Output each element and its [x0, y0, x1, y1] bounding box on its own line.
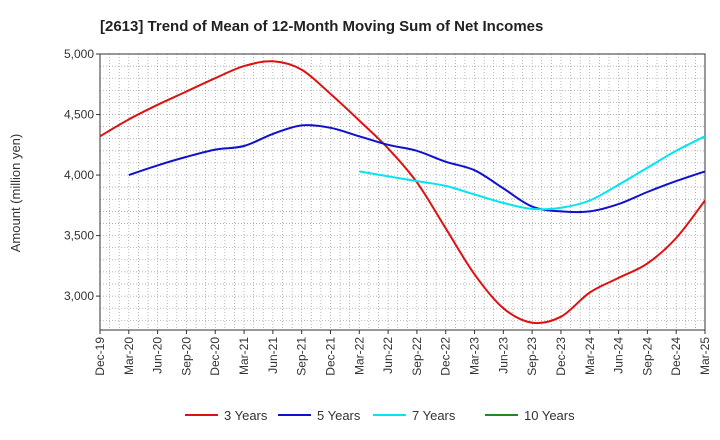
x-tick-label: Dec-20 [208, 337, 222, 376]
y-tick-label: 5,000 [64, 47, 94, 61]
series-line-7-years [359, 135, 706, 211]
x-tick-label: Dec-22 [439, 337, 453, 376]
x-tick-label: Dec-24 [669, 337, 683, 376]
x-tick-label: Jun-21 [266, 337, 280, 374]
legend-label: 3 Years [224, 408, 268, 423]
chart-title: [2613] Trend of Mean of 12-Month Moving … [100, 18, 543, 35]
x-tick-label: Mar-23 [468, 337, 482, 375]
series-lines [99, 60, 706, 325]
series-line-3-years [99, 60, 706, 325]
grid [100, 54, 705, 330]
x-tick-label: Sep-20 [179, 337, 193, 376]
y-tick-labels: 3,000 3,500 4,000 4,500 5,000 [64, 47, 100, 303]
x-tick-label: Dec-23 [554, 337, 568, 376]
plot-area [99, 53, 706, 331]
x-tick-label: Dec-21 [323, 337, 337, 376]
y-tick-label: 4,500 [64, 108, 94, 122]
y-tick-label: 3,500 [64, 229, 94, 243]
legend-label: 10 Years [524, 408, 575, 423]
x-tick-label: Dec-19 [93, 337, 107, 376]
y-tick-label: 3,000 [64, 289, 94, 303]
legend-label: 5 Years [317, 408, 361, 423]
x-tick-label: Sep-21 [295, 337, 309, 376]
x-tick-label: Mar-20 [122, 337, 136, 375]
legend: 3 Years 5 Years 7 Years 10 Years [185, 408, 575, 423]
x-tick-label: Jun-23 [496, 337, 510, 374]
legend-label: 7 Years [412, 408, 456, 423]
y-axis-label: Amount (million yen) [8, 134, 23, 253]
series-line-5-years [128, 124, 706, 214]
x-tick-label: Sep-24 [640, 337, 654, 376]
x-tick-label: Mar-22 [352, 337, 366, 375]
x-tick-label: Jun-24 [612, 337, 626, 374]
x-tick-label: Jun-20 [151, 337, 165, 374]
x-tick-label: Mar-25 [698, 337, 712, 375]
x-tick-label: Sep-23 [525, 337, 539, 376]
x-tick-label: Mar-21 [237, 337, 251, 375]
x-tick-label: Mar-24 [583, 337, 597, 375]
x-tick-label: Jun-22 [381, 337, 395, 374]
y-tick-label: 4,000 [64, 168, 94, 182]
x-tick-labels: Dec-19 Mar-20 Jun-20 Sep-20 Dec-20 Mar-21 Jun-… [93, 330, 712, 376]
x-tick-label: Sep-22 [410, 337, 424, 376]
